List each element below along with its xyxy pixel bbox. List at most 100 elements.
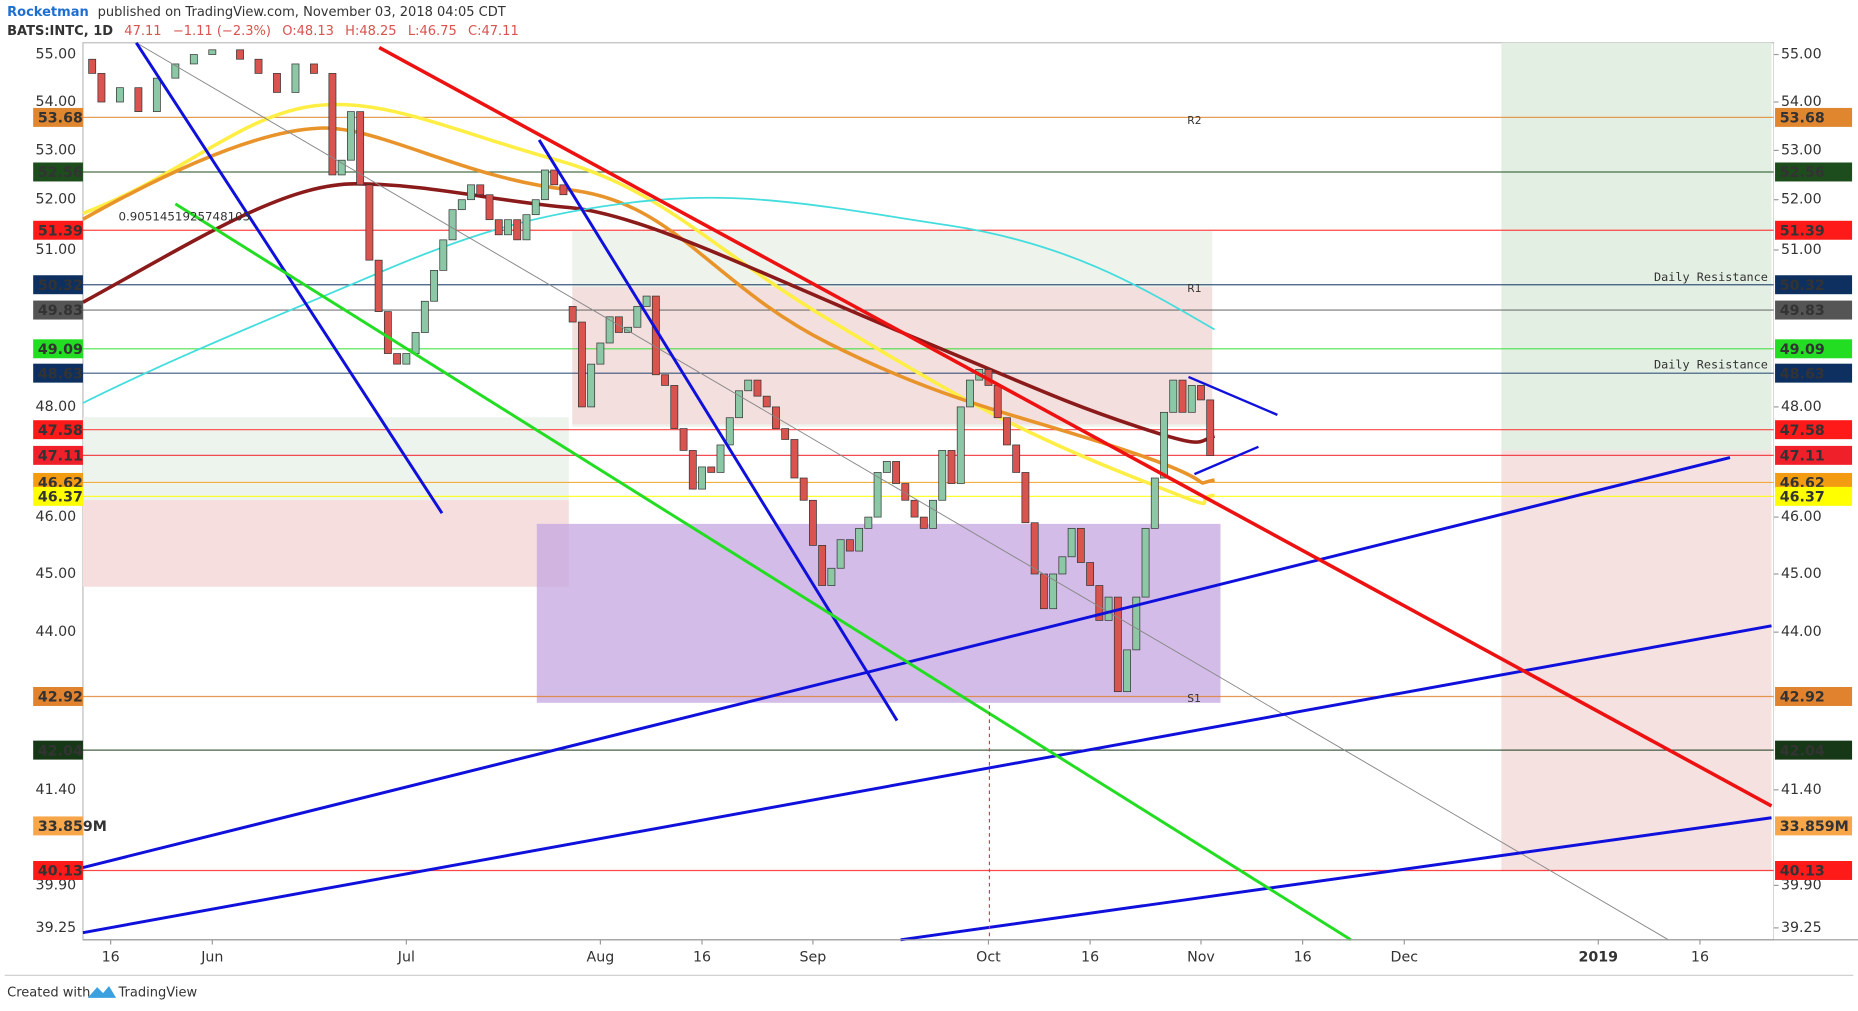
candle xyxy=(947,450,956,484)
footer-text: Created with xyxy=(7,986,90,1001)
price-tag-label: 40.13 xyxy=(1780,864,1825,880)
price-tag xyxy=(33,339,83,359)
price-tag xyxy=(33,420,83,440)
price-tag-label: 49.83 xyxy=(1780,303,1825,319)
candle xyxy=(420,300,429,333)
x-tick-label: 2019 xyxy=(1579,950,1619,966)
price-tag-label: 33.859M xyxy=(1780,819,1849,835)
price-tag xyxy=(33,162,83,182)
trend-line xyxy=(1193,445,1259,476)
price-tag-label: 51.39 xyxy=(1780,223,1825,239)
y-tick-label: 54.00 xyxy=(1781,94,1822,110)
candle xyxy=(688,450,697,490)
y-tick-label: 45.00 xyxy=(1781,566,1822,582)
x-tick-label: 16 xyxy=(1294,950,1312,966)
candle xyxy=(1086,562,1095,586)
footer-brand: TradingView xyxy=(117,986,197,1001)
price-tag-label: 46.37 xyxy=(38,490,83,506)
author: Rocketman xyxy=(7,4,89,19)
candle xyxy=(189,54,198,65)
ohlc: C:47.11 xyxy=(468,23,519,38)
candle xyxy=(430,270,438,302)
candle xyxy=(541,169,549,201)
candle xyxy=(1187,385,1196,413)
zone xyxy=(1501,450,1772,872)
candle xyxy=(513,219,522,241)
candle xyxy=(439,239,448,271)
candle xyxy=(1049,573,1058,610)
candle xyxy=(1160,411,1168,479)
candle xyxy=(744,379,753,392)
candle xyxy=(291,63,300,93)
header-line: Rocketman published on TradingView.com, … xyxy=(7,4,506,19)
candle xyxy=(374,259,383,312)
y-tick-label: 45.00 xyxy=(36,566,77,582)
y-tick-label: 53.00 xyxy=(1781,142,1822,158)
candle xyxy=(485,194,494,221)
price-tag-label: 50.32 xyxy=(1780,278,1825,294)
candle xyxy=(938,450,947,501)
candle xyxy=(310,63,318,74)
price-tag-label: 52.56 xyxy=(1780,165,1825,181)
price-tag xyxy=(1775,486,1853,506)
symbol: BATS:INTC, 1D xyxy=(7,23,113,38)
candle xyxy=(670,385,679,429)
annotation: R1 xyxy=(1187,282,1201,295)
x-tick-label: Sep xyxy=(800,950,827,966)
candle xyxy=(892,461,900,484)
price-tag-label: 47.58 xyxy=(38,423,83,439)
candle xyxy=(1095,585,1104,621)
y-tick-label: 54.00 xyxy=(36,94,77,110)
change: −1.11 (−2.3%) xyxy=(173,23,271,38)
price-tag-label: 47.58 xyxy=(1780,423,1825,439)
candle xyxy=(346,111,355,161)
candle xyxy=(273,73,281,93)
x-tick-label: 16 xyxy=(102,950,120,966)
price-tag-label: 52.56 xyxy=(38,165,83,181)
price-tag xyxy=(1775,740,1853,760)
price-tag xyxy=(33,486,83,506)
price-tag-label: 48.63 xyxy=(38,366,83,382)
candle xyxy=(845,539,854,552)
price-tag xyxy=(33,861,83,880)
candle xyxy=(882,461,891,473)
y-tick-label: 39.90 xyxy=(1781,877,1822,893)
candle xyxy=(901,483,910,501)
candle xyxy=(171,63,180,79)
header-line: BATS:INTC, 1D 47.11 −1.11 (−2.3%) O:48.1… xyxy=(7,23,519,38)
candle xyxy=(679,428,688,451)
candle xyxy=(531,199,540,216)
y-tick-label: 41.40 xyxy=(1781,782,1822,798)
y-tick-label: 39.25 xyxy=(1781,920,1822,936)
published: published on TradingView.com, November 0… xyxy=(98,4,506,19)
price-tag xyxy=(33,107,83,127)
candle xyxy=(559,184,568,196)
candle xyxy=(716,444,725,473)
x-tick-label: Jun xyxy=(200,950,223,966)
y-tick-label: 48.00 xyxy=(36,399,77,415)
price-tag-label: 42.04 xyxy=(1780,743,1825,759)
candle xyxy=(1058,556,1067,575)
y-tick-label: 39.25 xyxy=(36,920,77,936)
trend-line xyxy=(82,624,1772,935)
candle xyxy=(494,219,503,236)
candle xyxy=(596,342,605,365)
candle xyxy=(1003,417,1011,446)
candle xyxy=(1113,596,1122,693)
candle xyxy=(568,306,577,323)
candle xyxy=(337,159,346,176)
price-tag xyxy=(33,363,83,383)
candle xyxy=(873,472,882,518)
price-tag xyxy=(1775,300,1853,320)
price-tag xyxy=(1775,339,1853,359)
candle xyxy=(88,58,97,74)
x-tick-label: 16 xyxy=(693,950,711,966)
x-tick-label: 16 xyxy=(1691,950,1709,966)
candle xyxy=(753,379,762,397)
price-tag xyxy=(1775,220,1853,240)
ma-line xyxy=(82,196,1216,404)
candle xyxy=(1178,379,1187,413)
y-tick-label: 39.90 xyxy=(36,877,77,893)
zone xyxy=(82,500,569,587)
